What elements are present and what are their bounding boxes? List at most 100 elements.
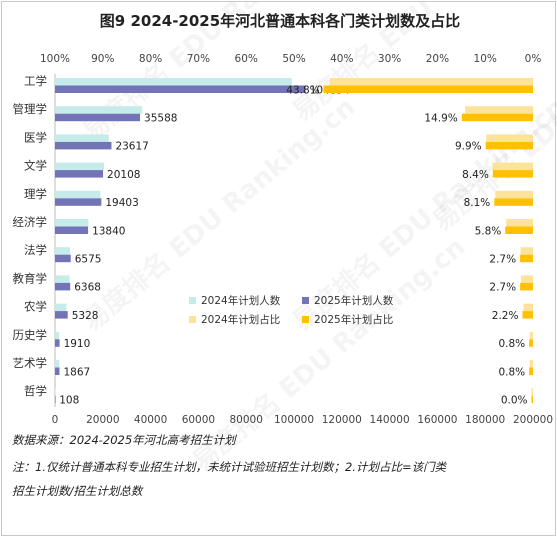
category-label: 历史学	[13, 328, 48, 342]
bar-2025-count	[55, 254, 71, 263]
bar-2025-count	[55, 226, 89, 234]
bar-2025-share	[461, 113, 533, 122]
top-tick-label: 50%	[282, 53, 305, 65]
category-label: 工学	[24, 74, 47, 88]
count-data-label: 35588	[144, 112, 177, 124]
share-data-label: 9.9%	[455, 141, 482, 153]
share-data-label: 5.8%	[475, 225, 502, 237]
bar-2025-count	[55, 141, 112, 150]
footnote-line-2: 招生计划数/招生计划总数	[12, 484, 143, 498]
share-data-label: 2.2%	[492, 310, 519, 322]
top-tick-label: 10%	[474, 53, 497, 65]
category-label: 法学	[24, 243, 47, 257]
bottom-tick-label: 180000	[465, 414, 505, 426]
bar-2025-count	[55, 339, 60, 347]
bar-2024-share	[523, 303, 533, 312]
bar-2025-share	[529, 367, 533, 375]
top-tick-label: 40%	[330, 53, 353, 65]
bar-2024-share	[492, 162, 533, 171]
legend-swatch	[302, 297, 309, 304]
count-data-label: 108	[59, 394, 79, 406]
bar-2024-share	[495, 190, 533, 199]
bar-2024-share	[529, 331, 533, 340]
legend-swatch	[189, 316, 196, 323]
top-tick-label: 100%	[40, 53, 70, 65]
count-data-label: 20108	[107, 169, 140, 181]
legend-swatch	[302, 316, 309, 323]
bar-2024-count	[55, 247, 71, 255]
bar-2025-count	[55, 170, 104, 178]
legend-label: 2025年计划人数	[314, 294, 394, 307]
top-tick-label: 80%	[139, 53, 162, 65]
bar-2024-share	[486, 134, 533, 142]
category-label: 文学	[24, 159, 47, 173]
bar-2025-share	[531, 395, 533, 404]
bar-2025-share	[529, 339, 533, 347]
bottom-tick-label: 20000	[86, 414, 119, 426]
bottom-tick-label: 80000	[229, 414, 262, 426]
count-data-label: 6368	[74, 282, 101, 294]
share-data-label: 2.7%	[489, 282, 516, 294]
bottom-tick-label: 160000	[417, 414, 457, 426]
bar-2024-count	[55, 275, 70, 283]
bar-2024-count	[55, 388, 56, 396]
share-data-label: 14.9%	[424, 112, 457, 124]
count-data-label: 19403	[105, 197, 138, 209]
bottom-tick-label: 200000	[513, 414, 553, 426]
bar-2024-count	[55, 219, 89, 227]
bar-2024-count	[55, 78, 292, 86]
count-data-label: 13840	[92, 225, 125, 237]
category-label: 艺术学	[13, 356, 48, 370]
bar-2025-count	[55, 113, 141, 122]
bar-2025-share	[522, 311, 533, 319]
bar-2025-count	[55, 311, 68, 319]
count-data-label: 6575	[75, 253, 102, 265]
share-data-label: 8.1%	[464, 197, 491, 209]
bottom-tick-label: 60000	[182, 414, 215, 426]
legend-label: 2025年计划占比	[314, 313, 393, 326]
bar-2024-count	[55, 106, 143, 114]
bar-2025-share	[505, 226, 533, 234]
bar-2025-share	[323, 85, 533, 93]
share-data-label: 43.8%	[286, 84, 319, 96]
bar-2024-count	[55, 303, 67, 312]
category-label: 教育学	[13, 271, 48, 285]
data-source-note: 数据来源：2024-2025年河北高考招生计划	[12, 433, 236, 447]
share-data-label: 8.4%	[462, 169, 489, 181]
bottom-tick-label: 40000	[134, 414, 167, 426]
category-label: 哲学	[24, 384, 47, 398]
top-tick-label: 70%	[187, 53, 210, 65]
bar-2024-share	[531, 388, 533, 396]
count-data-label: 1910	[64, 338, 91, 350]
bar-2025-count	[55, 85, 306, 93]
category-label: 农学	[24, 300, 47, 314]
bar-2025-share	[485, 141, 533, 150]
top-tick-label: 20%	[426, 53, 449, 65]
category-label: 理学	[24, 187, 47, 201]
bottom-tick-label: 120000	[322, 414, 362, 426]
top-tick-label: 30%	[378, 53, 401, 65]
bar-2024-share	[506, 219, 533, 227]
bar-2024-count	[55, 162, 104, 171]
bar-2024-count	[55, 360, 60, 368]
bar-2024-count	[55, 190, 101, 199]
bar-2024-share	[329, 78, 533, 86]
bottom-tick-label: 100000	[274, 414, 314, 426]
top-tick-label: 0%	[525, 53, 542, 65]
count-data-label: 5328	[72, 310, 99, 322]
share-data-label: 2.7%	[489, 253, 516, 265]
count-data-label: 1867	[63, 366, 90, 378]
bar-2025-count	[55, 198, 102, 206]
share-data-label: 0.0%	[501, 394, 528, 406]
bar-2025-count	[55, 282, 71, 291]
legend-swatch	[189, 297, 196, 304]
bar-2024-share	[529, 360, 533, 368]
top-tick-label: 60%	[235, 53, 258, 65]
bar-2024-count	[55, 134, 109, 142]
bar-2025-share	[492, 170, 533, 178]
top-tick-label: 90%	[91, 53, 114, 65]
bar-2024-share	[520, 247, 533, 255]
bar-2025-share	[494, 198, 533, 206]
category-label: 管理学	[13, 102, 48, 116]
